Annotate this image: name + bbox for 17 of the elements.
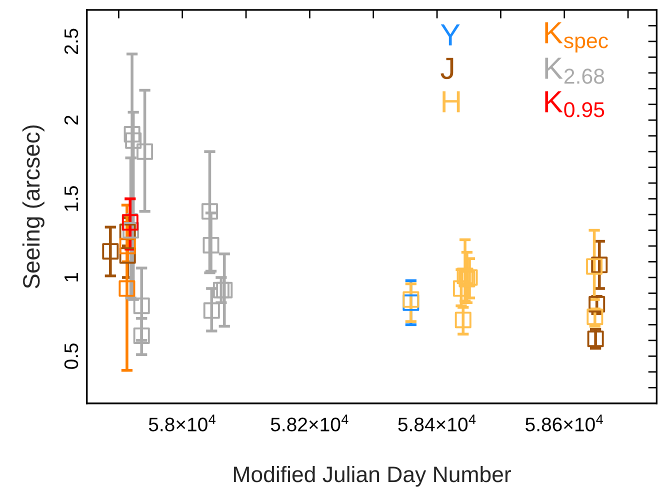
x-tick-label: 5.84×10$^{4}$ <box>398 414 476 432</box>
text: H <box>442 91 460 112</box>
y-tick-label: 0.5 <box>64 343 78 369</box>
x-tick-label: 5.82×10$^{4}$ <box>270 414 348 432</box>
y-tick-label: 2 <box>64 116 78 125</box>
text: Y <box>440 24 460 46</box>
text: K$_{spec}$ <box>545 22 608 53</box>
text: K$_{2.68}$ <box>545 58 604 84</box>
x-tick-label: 5.86×10$^{4}$ <box>526 414 603 432</box>
y-tick-label: 1 <box>64 273 78 282</box>
x-axis-title: Modified Julian Day Number <box>234 466 511 487</box>
y-axis-title: Seeing (arcsec) <box>22 125 44 288</box>
y-tick-label: 2.5 <box>64 28 78 54</box>
x-tick-label: 5.8×10$^{4}$ <box>148 414 216 432</box>
text: J <box>440 58 454 80</box>
y-tick-label: 1.5 <box>64 186 78 211</box>
text: K$_{0.95}$ <box>545 91 604 118</box>
